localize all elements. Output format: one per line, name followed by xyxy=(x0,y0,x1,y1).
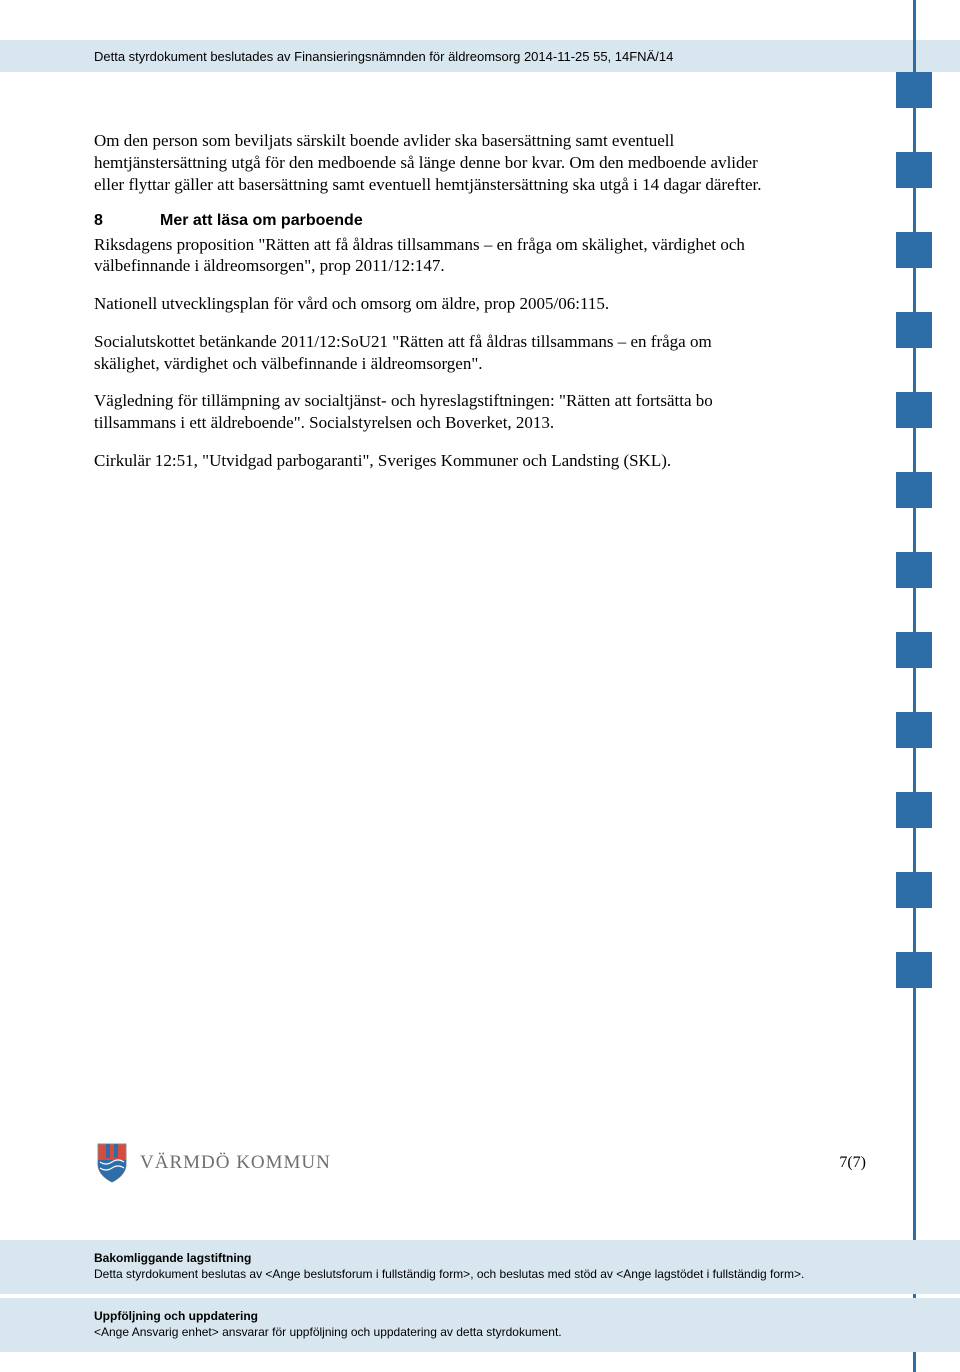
footer-band-text: Detta styrdokument beslutas av <Ange bes… xyxy=(94,1266,866,1282)
rail-block xyxy=(896,952,932,988)
rail-block xyxy=(896,792,932,828)
rail-line xyxy=(913,0,916,1372)
rail-block xyxy=(896,312,932,348)
right-rail xyxy=(896,0,932,1372)
shield-icon xyxy=(94,1142,130,1184)
footer-band-title: Bakomliggande lagstiftning xyxy=(94,1250,866,1266)
rail-block xyxy=(896,872,932,908)
section-number: 8 xyxy=(94,211,160,231)
rail-block xyxy=(896,552,932,588)
paragraph: Nationell utvecklingsplan för vård och o… xyxy=(94,293,774,315)
rail-block xyxy=(896,392,932,428)
rail-block xyxy=(896,232,932,268)
rail-block xyxy=(896,712,932,748)
paragraph: Riksdagens proposition "Rätten att få ål… xyxy=(94,234,774,278)
rail-block xyxy=(896,632,932,668)
header-text: Detta styrdokument beslutades av Finansi… xyxy=(94,49,673,64)
footer-band-text: <Ange Ansvarig enhet> ansvarar för uppfö… xyxy=(94,1324,866,1340)
section-heading: 8Mer att läsa om parboende xyxy=(94,211,774,231)
rail-block xyxy=(896,152,932,188)
org-name: VÄRMDÖ KOMMUN xyxy=(140,1152,331,1174)
paragraph: Vägledning för tillämpning av socialtjän… xyxy=(94,390,774,434)
org-logo: VÄRMDÖ KOMMUN xyxy=(94,1142,331,1184)
footer-band-followup: Uppföljning och uppdatering <Ange Ansvar… xyxy=(0,1298,960,1352)
page-number: 7(7) xyxy=(839,1154,866,1172)
footer-logo-row: VÄRMDÖ KOMMUN 7(7) xyxy=(94,1142,866,1184)
section-title: Mer att läsa om parboende xyxy=(160,212,363,229)
rail-block xyxy=(896,72,932,108)
header-band: Detta styrdokument beslutades av Finansi… xyxy=(0,40,960,72)
paragraph: Socialutskottet betänkande 2011/12:SoU21… xyxy=(94,331,774,375)
rail-block xyxy=(896,472,932,508)
paragraph: Cirkulär 12:51, "Utvidgad parbogaranti",… xyxy=(94,450,774,472)
document-body: Om den person som beviljats särskilt boe… xyxy=(94,130,774,488)
footer-band-legislation: Bakomliggande lagstiftning Detta styrdok… xyxy=(0,1240,960,1294)
footer-band-title: Uppföljning och uppdatering xyxy=(94,1308,866,1324)
paragraph: Om den person som beviljats särskilt boe… xyxy=(94,130,774,195)
